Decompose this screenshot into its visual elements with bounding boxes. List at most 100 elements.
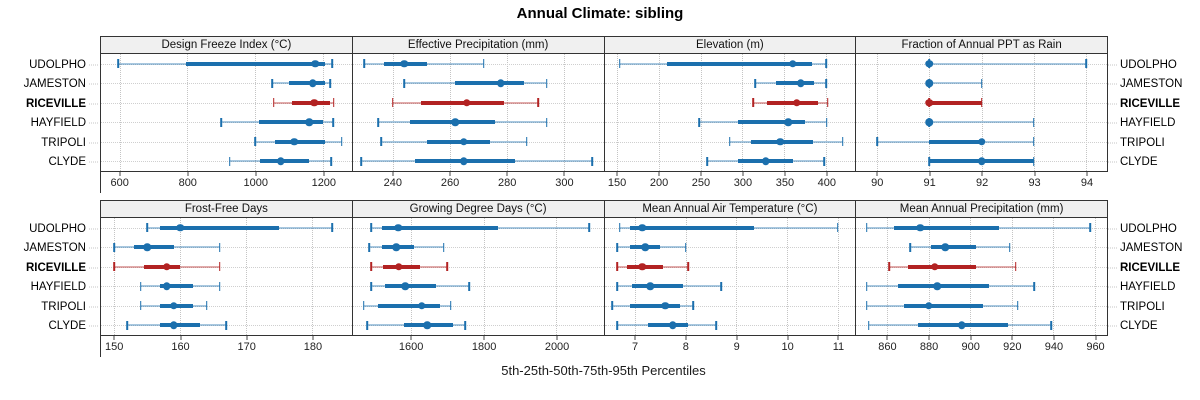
cap-5th xyxy=(113,242,115,252)
panel-strip-title: Design Freeze Index (°C) xyxy=(101,37,352,54)
cap-5th xyxy=(754,78,756,88)
panel-growing-degree-days-c: Growing Degree Days (°C) xyxy=(352,200,605,357)
axis-tick-label: 150 xyxy=(607,177,627,189)
axis-tick-label: 200 xyxy=(649,177,669,189)
cap-5th xyxy=(139,301,142,311)
grid-stub xyxy=(89,325,98,327)
iqr-bar-25th-75th xyxy=(455,81,524,86)
axis-tick xyxy=(410,336,412,340)
grid-stub xyxy=(89,306,98,308)
grid-line-h xyxy=(352,325,604,327)
cap-95th xyxy=(588,223,590,233)
panel-plot-area xyxy=(604,54,856,171)
grid-line-h xyxy=(856,122,1107,124)
cap-5th xyxy=(867,320,870,330)
median-dot xyxy=(977,138,986,146)
iqr-bar-25th-75th xyxy=(908,264,977,269)
median-dot xyxy=(646,282,654,290)
grid-line-v xyxy=(617,54,619,171)
panel-frost-free-days: Frost-Free Days xyxy=(101,200,353,357)
site-labels-left-top: UDOLPHO JAMESTON RICEVILLE HAYFIELD TRIP… xyxy=(0,55,98,172)
axis-tick xyxy=(787,336,789,340)
grid-line-v xyxy=(970,218,972,335)
cap-5th xyxy=(706,156,709,166)
axis-tick xyxy=(837,336,839,340)
cap-5th xyxy=(370,262,372,272)
panel-box: Fraction of Annual PPT as Rain xyxy=(856,36,1108,172)
cap-5th xyxy=(618,59,621,69)
grid-line-v xyxy=(312,218,314,335)
median-dot xyxy=(309,79,317,87)
median-dot xyxy=(176,223,184,232)
site-label-udolpho: UDOLPHO xyxy=(29,58,86,71)
grid-line-v xyxy=(736,218,738,335)
axis-tick-label: 160 xyxy=(171,341,190,353)
panel-strip-title: Frost-Free Days xyxy=(101,201,352,218)
axis-tick-label: 300 xyxy=(733,177,753,189)
grid-line-v xyxy=(1011,218,1013,335)
grid-line-h xyxy=(101,266,352,268)
cap-5th xyxy=(220,117,223,127)
grid-line-v xyxy=(887,218,889,335)
axis-tick-label: 11 xyxy=(832,341,845,353)
cap-5th xyxy=(616,281,618,291)
cap-95th xyxy=(692,301,694,311)
cap-5th xyxy=(228,156,231,166)
panel-strip-title: Effective Precipitation (mm) xyxy=(352,37,604,54)
iqr-bar-25th-75th xyxy=(775,81,815,86)
cap-95th xyxy=(483,59,485,69)
cap-95th xyxy=(1015,262,1017,272)
cap-95th xyxy=(218,242,221,252)
grid-line-v xyxy=(1086,54,1088,171)
cap-5th xyxy=(698,117,700,127)
axis-tick-label: 92 xyxy=(976,177,989,189)
site-label-jameston: JAMESTON xyxy=(23,78,86,91)
chart-title: Annual Climate: sibling xyxy=(516,5,684,22)
cap-5th xyxy=(618,223,621,233)
axis-tick-label: 400 xyxy=(817,177,837,189)
site-label-riceville: RICEVILLE xyxy=(25,261,86,274)
grid-line-h xyxy=(604,286,856,288)
cap-95th xyxy=(537,98,539,108)
grid-line-v xyxy=(658,54,660,171)
axis-tick xyxy=(826,172,828,176)
cap-95th xyxy=(329,78,332,88)
grid-stub xyxy=(89,103,98,105)
grid-stub xyxy=(1108,325,1117,327)
cap-95th xyxy=(332,98,335,108)
cap-5th xyxy=(139,281,142,291)
grid-line-v xyxy=(742,54,744,171)
iqr-bar-25th-75th xyxy=(381,225,499,230)
site-label-udolpho: UDOLPHO xyxy=(1120,222,1177,235)
axis-tick xyxy=(483,336,485,340)
panel-strip-title: Mean Annual Precipitation (mm) xyxy=(856,201,1107,218)
iqr-bar-25th-75th xyxy=(275,139,325,144)
grid-line-h xyxy=(604,266,856,268)
grid-line-v xyxy=(392,54,394,171)
cap-5th xyxy=(865,223,868,233)
cap-95th xyxy=(825,78,827,88)
median-dot xyxy=(793,99,801,107)
cap-95th xyxy=(1017,301,1019,311)
iqr-bar-25th-75th xyxy=(897,284,989,289)
cap-5th xyxy=(370,281,372,291)
iqr-bar-25th-75th xyxy=(421,100,504,105)
cap-95th xyxy=(525,137,528,147)
grid-stub xyxy=(1108,83,1117,85)
grid-line-v xyxy=(981,54,983,171)
cap-95th xyxy=(823,156,826,166)
grid-line-h xyxy=(352,266,604,268)
grid-line-h xyxy=(856,247,1107,249)
site-label-riceville: RICEVILLE xyxy=(25,97,86,110)
site-label-udolpho: UDOLPHO xyxy=(1120,58,1177,71)
grid-stub xyxy=(89,286,98,288)
grid-stub xyxy=(1108,64,1117,66)
panel-box: Mean Annual Precipitation (mm) xyxy=(856,200,1108,336)
grid-line-v xyxy=(877,54,879,171)
cap-95th xyxy=(826,98,829,108)
axis-tick-label: 280 xyxy=(498,177,517,189)
grid-line-v xyxy=(114,218,116,335)
grid-stub xyxy=(1108,247,1117,249)
iqr-bar-25th-75th xyxy=(258,120,323,125)
grid-line-v xyxy=(825,54,827,171)
